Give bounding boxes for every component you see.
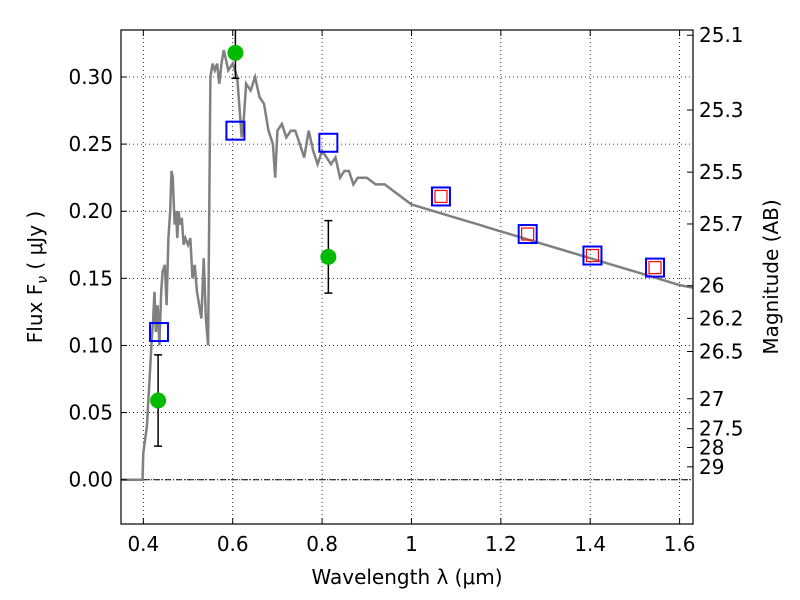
y-axis-label: Flux Fν ( μJy ): [23, 211, 51, 343]
y-tick-label: 0.10: [68, 333, 113, 357]
model-photometry-square: [430, 186, 451, 207]
y-tick-label: 0.05: [68, 401, 113, 425]
y2-tick-label: 26: [699, 274, 724, 298]
model-photometry-inner-square: [648, 261, 662, 275]
y2-tick-label: 26.5: [699, 340, 744, 364]
y2-tick-label: 29: [699, 455, 724, 479]
x-tick-label: 1.6: [664, 532, 696, 556]
model-photometry-inner-square: [521, 227, 535, 241]
x-tick-label: 1.2: [485, 532, 517, 556]
y2-tick-label: 27.5: [699, 417, 744, 441]
y2-tick-label: 25.7: [699, 212, 744, 236]
x-axis: 0.4 0.6 0.8 1 1.2 1.4 1.6: [127, 30, 696, 556]
y2-tick-label: 28: [699, 435, 724, 459]
model-photometry-square: [148, 322, 169, 343]
model-photometry-square: [318, 132, 339, 153]
x-tick-label: 1: [405, 532, 418, 556]
model-photometry-inner-square: [585, 248, 600, 263]
y-tick-label: 0.30: [68, 65, 113, 89]
y-tick-label: 0.00: [68, 468, 113, 492]
plot-area: [121, 30, 693, 524]
x-tick-label: 0.8: [306, 532, 338, 556]
y-tick-label: 0.15: [68, 266, 113, 290]
y2-tick-label: 25.5: [699, 160, 744, 184]
model-photometry-square: [225, 120, 246, 141]
observed-point: [320, 248, 337, 265]
y2-tick-label: 25.1: [699, 23, 744, 47]
y-tick-label: 0.20: [68, 199, 113, 223]
model-photometry-square: [517, 224, 538, 245]
y2-tick-label: 27: [699, 387, 724, 411]
model-photometry-square: [582, 245, 603, 266]
y-tick-label: 0.25: [68, 132, 113, 156]
model-spectrum-line: [121, 49, 694, 481]
y2-tick-label: 25.3: [699, 98, 744, 122]
model-photometry-square: [645, 257, 666, 278]
x-tick-label: 1.4: [574, 532, 606, 556]
observed-point: [150, 392, 167, 409]
y-axis: 0.00 0.05 0.10 0.15 0.20 0.25 0.30: [68, 65, 127, 492]
y2-axis-label: Magnitude (AB): [759, 199, 783, 354]
x-tick-label: 0.6: [217, 532, 249, 556]
observed-point: [227, 44, 244, 61]
x-axis-label: Wavelength λ (μm): [311, 565, 502, 589]
plot-frame: [120, 29, 694, 525]
y2-tick-label: 26.2: [699, 306, 744, 330]
x-tick-label: 0.4: [127, 532, 159, 556]
marks: [148, 30, 666, 447]
model-photometry-inner-square: [434, 189, 448, 204]
